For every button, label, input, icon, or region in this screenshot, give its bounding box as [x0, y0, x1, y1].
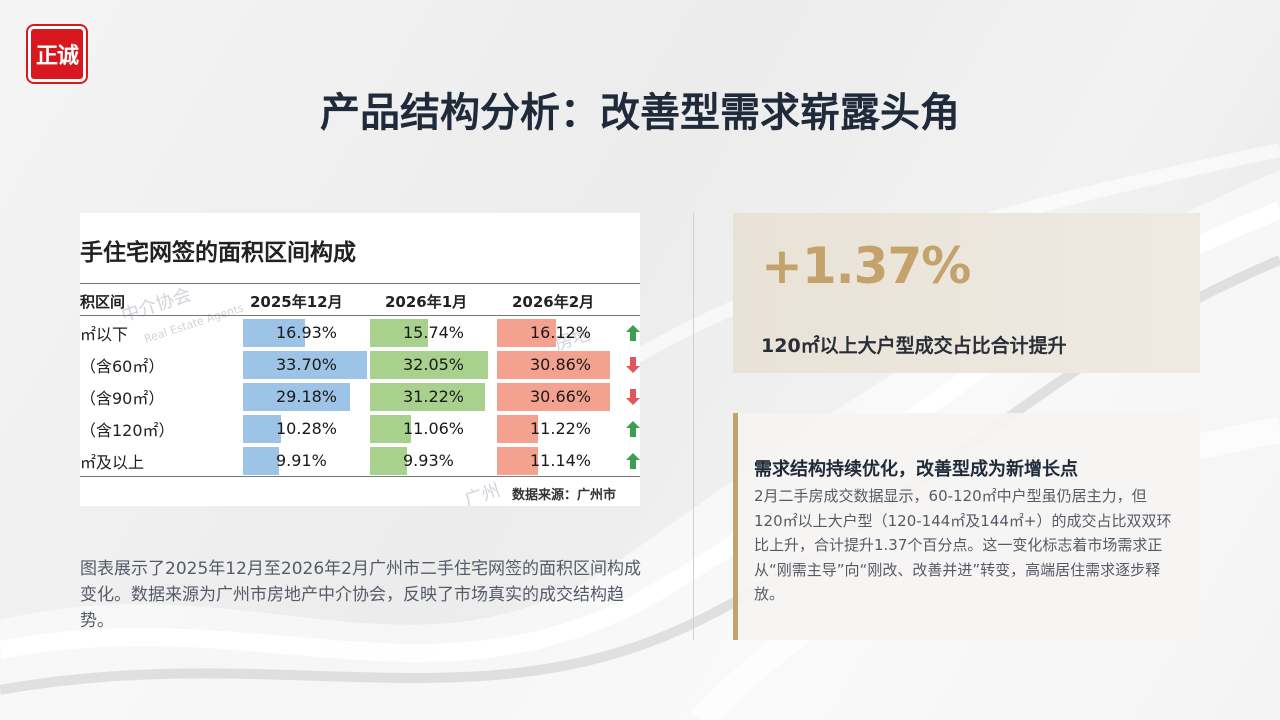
- table-cell-value: 16.12%: [530, 323, 592, 342]
- table-header-period-2: 2026年1月: [385, 293, 468, 311]
- watermark-text-4: 广州: [462, 479, 503, 506]
- stat-label: 120㎡以上大户型成交占比合计提升: [761, 335, 1067, 357]
- table-data-bar: [370, 383, 485, 411]
- table-data-bar: [243, 447, 279, 475]
- table-data-bar: [370, 447, 407, 475]
- table-data-bar: [370, 319, 428, 347]
- table-data-bar: [243, 383, 350, 411]
- trend-up-arrow-icon: [626, 421, 640, 437]
- table-data-bar: [370, 415, 411, 443]
- table-cell-value: 9.91%: [276, 451, 327, 470]
- trend-up-arrow-icon: [626, 453, 640, 469]
- table-header-rule: [80, 315, 640, 316]
- table-data-bar: [243, 351, 367, 379]
- trend-down-arrow-icon: [626, 389, 640, 405]
- brand-logo-text: 正诚: [35, 44, 79, 69]
- page-title: 产品结构分析：改善型需求崭露头角: [320, 90, 960, 136]
- table-row-label: ㎡以下: [80, 325, 129, 344]
- table-cell-value: 16.93%: [276, 323, 338, 342]
- table-row-label: （含90㎡）: [80, 389, 165, 408]
- table-image-title: 手住宅网签的面积区间构成: [80, 240, 356, 266]
- table-data-bar: [497, 447, 538, 475]
- stat-value: +1.37%: [761, 237, 971, 295]
- table-cell-value: 33.70%: [276, 355, 338, 374]
- table-cell-value: 30.86%: [530, 355, 592, 374]
- table-cell-value: 11.22%: [530, 419, 592, 438]
- table-data-bar: [497, 351, 610, 379]
- brand-logo: 正诚: [28, 26, 86, 82]
- table-data-bar: [497, 415, 538, 443]
- table-cell-value: 9.93%: [403, 451, 454, 470]
- trend-up-arrow-icon: [626, 325, 640, 341]
- table-data-bar: [243, 319, 305, 347]
- table-data-bar: [243, 415, 281, 443]
- area-structure-table-image: 手住宅网签的面积区间构成 积区间 2025年12月 2026年1月 2026年2…: [80, 213, 640, 506]
- trend-down-arrow-icon: [626, 357, 640, 373]
- table-row-label: ㎡及以上: [80, 453, 145, 472]
- table-data-bar: [497, 383, 610, 411]
- table-cell-value: 31.22%: [403, 387, 465, 406]
- table-cell-value: 11.06%: [403, 419, 465, 438]
- table-cell-value: 15.74%: [403, 323, 465, 342]
- chart-description: 图表展示了2025年12月至2026年2月广州市二手住宅网签的面积区间构成变化。…: [80, 559, 641, 631]
- insight-card: 需求结构持续优化，改善型成为新增长点 2月二手房成交数据显示，60-120㎡中户…: [733, 413, 1200, 640]
- table-cell-value: 10.28%: [276, 419, 338, 438]
- table-data-bar: [497, 319, 556, 347]
- table-top-rule: [80, 283, 640, 284]
- table-cell-value: 29.18%: [276, 387, 338, 406]
- stat-card: +1.37% 120㎡以上大户型成交占比合计提升: [733, 213, 1200, 373]
- insight-body: 2月二手房成交数据显示，60-120㎡中户型虽仍居主力，但120㎡以上大户型（1…: [754, 487, 1172, 603]
- table-header-area: 积区间: [80, 293, 126, 311]
- table-cell-value: 30.66%: [530, 387, 592, 406]
- vertical-divider: [693, 213, 694, 640]
- table-data-bar: [370, 351, 488, 379]
- table-bottom-rule: [80, 476, 640, 477]
- table-cell-value: 11.14%: [530, 451, 592, 470]
- table-cell-value: 32.05%: [403, 355, 465, 374]
- table-source-text: 数据来源：广州市: [512, 488, 617, 503]
- table-header-period-1: 2025年12月: [250, 293, 343, 311]
- table-row-label: （含60㎡）: [80, 357, 165, 376]
- insight-title: 需求结构持续优化，改善型成为新增长点: [754, 459, 1078, 480]
- table-row-label: （含120㎡）: [80, 421, 175, 440]
- table-header-period-3: 2026年2月: [512, 293, 595, 311]
